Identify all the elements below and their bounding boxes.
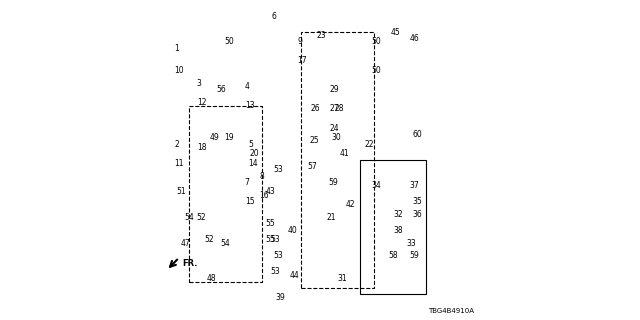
Text: FR.: FR. bbox=[182, 260, 197, 268]
Text: 29: 29 bbox=[330, 85, 339, 94]
Text: 50: 50 bbox=[224, 37, 234, 46]
Text: 7: 7 bbox=[245, 178, 250, 187]
Text: 9: 9 bbox=[298, 37, 303, 46]
Text: 44: 44 bbox=[290, 271, 300, 280]
Text: 54: 54 bbox=[221, 239, 230, 248]
Text: 59: 59 bbox=[328, 178, 338, 187]
Text: 35: 35 bbox=[413, 197, 422, 206]
Text: 36: 36 bbox=[413, 210, 422, 219]
Text: 43: 43 bbox=[266, 188, 275, 196]
Text: 52: 52 bbox=[197, 213, 207, 222]
Text: 50: 50 bbox=[371, 66, 381, 75]
Text: 49: 49 bbox=[210, 133, 220, 142]
Text: 26: 26 bbox=[310, 104, 320, 113]
Text: 37: 37 bbox=[410, 181, 419, 190]
Text: 54: 54 bbox=[184, 213, 194, 222]
Text: 51: 51 bbox=[176, 188, 186, 196]
Text: 32: 32 bbox=[394, 210, 403, 219]
Text: TBG4B4910A: TBG4B4910A bbox=[428, 308, 474, 314]
Text: 23: 23 bbox=[317, 31, 326, 40]
Text: 10: 10 bbox=[174, 66, 184, 75]
Text: 1: 1 bbox=[174, 44, 179, 52]
Text: 31: 31 bbox=[338, 274, 348, 283]
Text: 48: 48 bbox=[206, 274, 216, 283]
Text: 55: 55 bbox=[266, 220, 275, 228]
Text: 42: 42 bbox=[346, 200, 355, 209]
Text: 2: 2 bbox=[174, 140, 179, 148]
Text: 60: 60 bbox=[413, 130, 422, 139]
Text: 22: 22 bbox=[365, 140, 374, 148]
Text: 21: 21 bbox=[326, 213, 336, 222]
Text: 53: 53 bbox=[270, 236, 280, 244]
Text: 13: 13 bbox=[245, 101, 255, 110]
Text: 12: 12 bbox=[197, 98, 206, 107]
Text: 59: 59 bbox=[410, 252, 419, 260]
Text: 4: 4 bbox=[245, 82, 250, 91]
Text: 38: 38 bbox=[394, 226, 403, 235]
Text: 5: 5 bbox=[248, 140, 253, 148]
Text: 8: 8 bbox=[259, 172, 264, 180]
Text: 14: 14 bbox=[248, 159, 258, 168]
Text: 58: 58 bbox=[388, 252, 399, 260]
Text: 55: 55 bbox=[266, 236, 275, 244]
Text: 6: 6 bbox=[272, 12, 277, 20]
Text: 19: 19 bbox=[224, 133, 234, 142]
Text: 40: 40 bbox=[288, 226, 298, 235]
Text: 34: 34 bbox=[371, 181, 381, 190]
Text: 15: 15 bbox=[245, 197, 255, 206]
Text: 18: 18 bbox=[197, 143, 206, 152]
Text: 46: 46 bbox=[410, 34, 419, 43]
Text: 39: 39 bbox=[275, 293, 285, 302]
Text: 28: 28 bbox=[334, 104, 344, 113]
Text: 3: 3 bbox=[197, 79, 202, 88]
Text: 16: 16 bbox=[259, 191, 269, 200]
Text: 41: 41 bbox=[339, 149, 349, 158]
Text: 11: 11 bbox=[174, 159, 184, 168]
Text: 57: 57 bbox=[308, 162, 317, 171]
Text: 50: 50 bbox=[371, 37, 381, 46]
Text: 17: 17 bbox=[298, 56, 307, 65]
Text: 56: 56 bbox=[216, 85, 226, 94]
Text: 52: 52 bbox=[205, 236, 214, 244]
Text: 53: 53 bbox=[274, 165, 284, 174]
Text: 45: 45 bbox=[390, 28, 400, 36]
Text: 24: 24 bbox=[330, 124, 339, 132]
Text: 25: 25 bbox=[310, 136, 319, 145]
Text: 20: 20 bbox=[250, 149, 259, 158]
Text: 47: 47 bbox=[181, 239, 191, 248]
Text: 53: 53 bbox=[274, 252, 284, 260]
Text: 53: 53 bbox=[270, 268, 280, 276]
Text: 30: 30 bbox=[332, 133, 341, 142]
Text: 33: 33 bbox=[406, 239, 416, 248]
Text: 27: 27 bbox=[330, 104, 339, 113]
